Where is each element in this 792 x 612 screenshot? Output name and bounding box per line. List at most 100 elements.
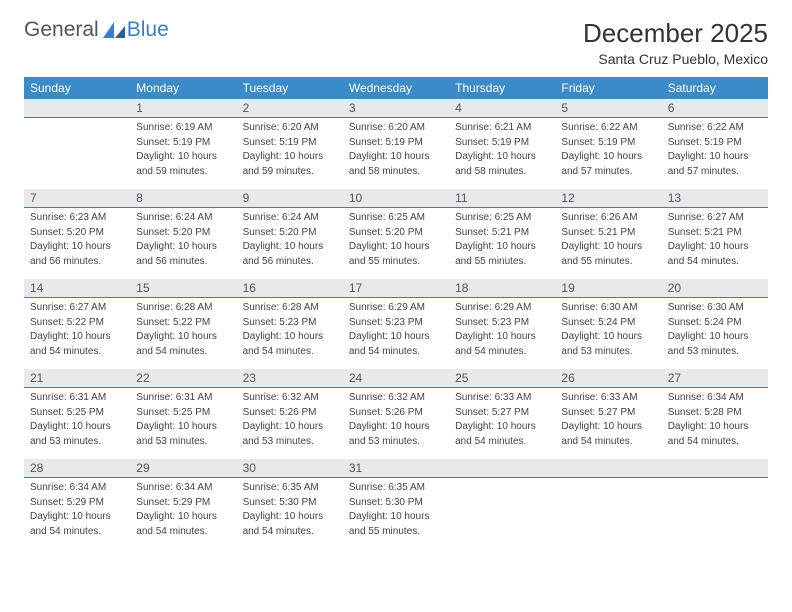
day-ss: Sunset: 5:19 PM	[668, 136, 762, 150]
day-body-cell: Sunrise: 6:27 AMSunset: 5:21 PMDaylight:…	[662, 208, 768, 280]
day-number-row: 21222324252627	[24, 369, 768, 388]
day-body-cell	[24, 118, 130, 190]
day-d1: Daylight: 10 hours	[136, 510, 230, 524]
day-body-cell: Sunrise: 6:23 AMSunset: 5:20 PMDaylight:…	[24, 208, 130, 280]
day-d2: and 55 minutes.	[455, 255, 549, 269]
day-d1: Daylight: 10 hours	[243, 240, 337, 254]
location-label: Santa Cruz Pueblo, Mexico	[583, 51, 768, 67]
day-sr: Sunrise: 6:23 AM	[30, 211, 124, 225]
day-d2: and 54 minutes.	[561, 435, 655, 449]
day-d2: and 54 minutes.	[349, 345, 443, 359]
day-number-cell: 17	[343, 279, 449, 298]
day-d2: and 54 minutes.	[30, 345, 124, 359]
day-ss: Sunset: 5:30 PM	[349, 496, 443, 510]
day-body-cell	[555, 478, 661, 550]
day-body-cell: Sunrise: 6:30 AMSunset: 5:24 PMDaylight:…	[555, 298, 661, 370]
day-d1: Daylight: 10 hours	[668, 150, 762, 164]
day-sr: Sunrise: 6:31 AM	[136, 391, 230, 405]
day-number-cell: 18	[449, 279, 555, 298]
day-body-cell: Sunrise: 6:28 AMSunset: 5:23 PMDaylight:…	[237, 298, 343, 370]
weekday-header: Saturday	[662, 77, 768, 99]
day-number-cell	[555, 459, 661, 478]
day-d2: and 54 minutes.	[136, 525, 230, 539]
day-body-cell: Sunrise: 6:35 AMSunset: 5:30 PMDaylight:…	[343, 478, 449, 550]
day-number-cell	[24, 99, 130, 118]
day-ss: Sunset: 5:26 PM	[243, 406, 337, 420]
day-body-cell: Sunrise: 6:29 AMSunset: 5:23 PMDaylight:…	[449, 298, 555, 370]
day-ss: Sunset: 5:29 PM	[136, 496, 230, 510]
day-sr: Sunrise: 6:31 AM	[30, 391, 124, 405]
day-ss: Sunset: 5:21 PM	[455, 226, 549, 240]
day-number-cell: 5	[555, 99, 661, 118]
day-ss: Sunset: 5:25 PM	[30, 406, 124, 420]
day-body-cell: Sunrise: 6:24 AMSunset: 5:20 PMDaylight:…	[237, 208, 343, 280]
day-body-cell: Sunrise: 6:32 AMSunset: 5:26 PMDaylight:…	[237, 388, 343, 460]
day-number-cell: 8	[130, 189, 236, 208]
day-sr: Sunrise: 6:34 AM	[136, 481, 230, 495]
day-ss: Sunset: 5:24 PM	[668, 316, 762, 330]
header: General Blue December 2025 Santa Cruz Pu…	[24, 18, 768, 67]
day-ss: Sunset: 5:20 PM	[30, 226, 124, 240]
day-number-cell: 15	[130, 279, 236, 298]
weekday-header: Monday	[130, 77, 236, 99]
day-d1: Daylight: 10 hours	[455, 240, 549, 254]
day-d2: and 53 minutes.	[668, 345, 762, 359]
day-body-cell: Sunrise: 6:33 AMSunset: 5:27 PMDaylight:…	[449, 388, 555, 460]
day-body-cell: Sunrise: 6:22 AMSunset: 5:19 PMDaylight:…	[662, 118, 768, 190]
day-sr: Sunrise: 6:29 AM	[455, 301, 549, 315]
day-number-cell: 23	[237, 369, 343, 388]
day-number-cell: 14	[24, 279, 130, 298]
day-d2: and 57 minutes.	[668, 165, 762, 179]
day-ss: Sunset: 5:23 PM	[455, 316, 549, 330]
day-d2: and 53 minutes.	[136, 435, 230, 449]
day-d2: and 53 minutes.	[561, 345, 655, 359]
day-d1: Daylight: 10 hours	[561, 420, 655, 434]
day-d1: Daylight: 10 hours	[349, 510, 443, 524]
day-body-cell: Sunrise: 6:22 AMSunset: 5:19 PMDaylight:…	[555, 118, 661, 190]
day-ss: Sunset: 5:19 PM	[455, 136, 549, 150]
day-sr: Sunrise: 6:27 AM	[30, 301, 124, 315]
day-sr: Sunrise: 6:25 AM	[349, 211, 443, 225]
day-number-cell: 27	[662, 369, 768, 388]
day-number-cell: 25	[449, 369, 555, 388]
day-d2: and 53 minutes.	[30, 435, 124, 449]
day-number-cell: 22	[130, 369, 236, 388]
weekday-header: Thursday	[449, 77, 555, 99]
day-d1: Daylight: 10 hours	[455, 330, 549, 344]
day-number-cell: 2	[237, 99, 343, 118]
day-sr: Sunrise: 6:30 AM	[561, 301, 655, 315]
day-number-cell: 20	[662, 279, 768, 298]
day-ss: Sunset: 5:27 PM	[561, 406, 655, 420]
weekday-header: Tuesday	[237, 77, 343, 99]
day-d2: and 58 minutes.	[455, 165, 549, 179]
day-sr: Sunrise: 6:26 AM	[561, 211, 655, 225]
day-d2: and 54 minutes.	[668, 255, 762, 269]
day-ss: Sunset: 5:30 PM	[243, 496, 337, 510]
day-number-cell: 11	[449, 189, 555, 208]
day-body-cell: Sunrise: 6:25 AMSunset: 5:21 PMDaylight:…	[449, 208, 555, 280]
day-d2: and 59 minutes.	[136, 165, 230, 179]
day-number-cell	[662, 459, 768, 478]
day-number-cell: 30	[237, 459, 343, 478]
day-ss: Sunset: 5:20 PM	[136, 226, 230, 240]
day-d2: and 54 minutes.	[455, 345, 549, 359]
day-sr: Sunrise: 6:19 AM	[136, 121, 230, 135]
day-d2: and 54 minutes.	[136, 345, 230, 359]
day-d2: and 54 minutes.	[455, 435, 549, 449]
day-d1: Daylight: 10 hours	[349, 240, 443, 254]
day-body-cell: Sunrise: 6:30 AMSunset: 5:24 PMDaylight:…	[662, 298, 768, 370]
day-body-cell: Sunrise: 6:26 AMSunset: 5:21 PMDaylight:…	[555, 208, 661, 280]
day-body-cell: Sunrise: 6:35 AMSunset: 5:30 PMDaylight:…	[237, 478, 343, 550]
weekday-header: Friday	[555, 77, 661, 99]
day-body-cell: Sunrise: 6:20 AMSunset: 5:19 PMDaylight:…	[237, 118, 343, 190]
day-number-cell: 26	[555, 369, 661, 388]
day-d2: and 54 minutes.	[668, 435, 762, 449]
day-d2: and 56 minutes.	[136, 255, 230, 269]
day-number-row: 78910111213	[24, 189, 768, 208]
day-d2: and 55 minutes.	[561, 255, 655, 269]
day-ss: Sunset: 5:23 PM	[243, 316, 337, 330]
day-d1: Daylight: 10 hours	[349, 330, 443, 344]
day-sr: Sunrise: 6:28 AM	[243, 301, 337, 315]
day-d2: and 53 minutes.	[243, 435, 337, 449]
day-number-cell: 7	[24, 189, 130, 208]
